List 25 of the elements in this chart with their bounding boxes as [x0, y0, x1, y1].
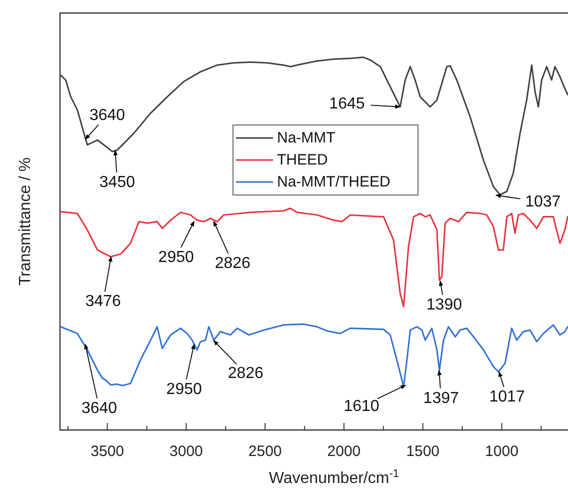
- legend-label: THEED: [277, 152, 328, 168]
- annotation: 1610: [344, 398, 380, 415]
- annotation: 3476: [85, 293, 122, 310]
- annotation: 2826: [214, 254, 251, 272]
- x-tick-label: 3000: [170, 443, 203, 460]
- legend-label: Na-MMT: [277, 130, 336, 146]
- x-tick-label: 3500: [90, 443, 124, 460]
- annotation: 3640: [89, 106, 126, 124]
- x-tick-label: 1000: [485, 443, 518, 460]
- annotation: 1017: [489, 388, 525, 406]
- x-tick-label: 1500: [406, 443, 440, 460]
- annotation: 1397: [423, 390, 460, 407]
- annotation: 2950: [166, 380, 202, 398]
- annotation: 3450: [99, 174, 136, 191]
- x-tick-label: 2500: [248, 443, 282, 460]
- y-axis-title: Transmittance / %: [17, 157, 34, 286]
- annotation: 1037: [525, 194, 561, 211]
- x-axis-title: Wavenumber/cm$^{-1}$: [268, 468, 400, 487]
- x-tick-label: 2000: [327, 443, 361, 460]
- annotation: 3640: [81, 400, 118, 417]
- legend-label: Na-MMT/THEED: [277, 174, 390, 190]
- annotation: 1390: [426, 296, 462, 314]
- annotation: 1645: [329, 95, 365, 112]
- annotation: 2826: [228, 365, 264, 382]
- annotation: 2950: [158, 248, 194, 266]
